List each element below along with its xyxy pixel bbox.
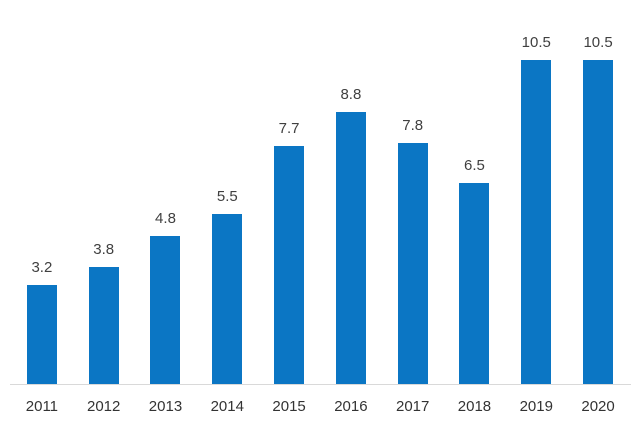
bar [397, 143, 428, 384]
x-tick-label: 2016 [334, 398, 368, 415]
bar-value-label: 10.5 [521, 34, 551, 51]
bar [150, 236, 181, 384]
bar [583, 60, 614, 384]
bar-value-label: 6.5 [464, 157, 485, 174]
bar-group: 5.5 [196, 60, 258, 384]
x-tick-label: 2011 [25, 398, 59, 415]
bar-value-label: 7.7 [278, 120, 300, 137]
bar [26, 285, 57, 384]
bar-group: 6.5 [444, 60, 506, 384]
x-tick-label: 2014 [210, 398, 244, 415]
bar-value-label: 10.5 [583, 34, 613, 51]
bar-value-label: 3.8 [93, 241, 115, 258]
bar-value-label: 3.2 [31, 259, 53, 276]
bar-value-label: 8.8 [340, 86, 362, 103]
bar-value-label: 7.8 [402, 117, 424, 134]
bar [459, 183, 490, 384]
bar [212, 214, 243, 384]
bar [521, 60, 552, 384]
x-tick-label: 2012 [87, 398, 121, 415]
bar [88, 267, 119, 384]
x-axis-line [10, 384, 631, 385]
bar-group: 3.2 [11, 60, 73, 384]
bar-group: 7.7 [258, 60, 320, 384]
bar-group: 10.5 [567, 35, 629, 384]
bar-group: 4.8 [135, 60, 197, 384]
x-tick-label: 2019 [519, 398, 553, 415]
bar-group: 7.8 [382, 60, 444, 384]
plot-area: 3.2 3.8 4.8 5.5 7.7 8.8 7.8 6.5 10.5 10.5 [11, 35, 629, 384]
x-tick-label: 2017 [395, 398, 430, 415]
bar-value-label: 5.5 [216, 188, 238, 205]
bar-group: 10.5 [505, 35, 567, 384]
bar [274, 146, 305, 384]
bar-group: 3.8 [73, 60, 135, 384]
bar [335, 112, 366, 384]
x-tick-label: 2018 [457, 398, 492, 415]
x-tick-label: 2020 [581, 398, 615, 415]
bar-value-label: 4.8 [155, 210, 176, 227]
x-tick-label: 2015 [272, 398, 306, 415]
bar-group: 8.8 [320, 60, 382, 384]
x-axis-labels: 2011 2012 2013 2014 2015 2016 2017 2018 2019 2020 [11, 397, 629, 416]
x-tick-label: 2013 [148, 398, 183, 415]
